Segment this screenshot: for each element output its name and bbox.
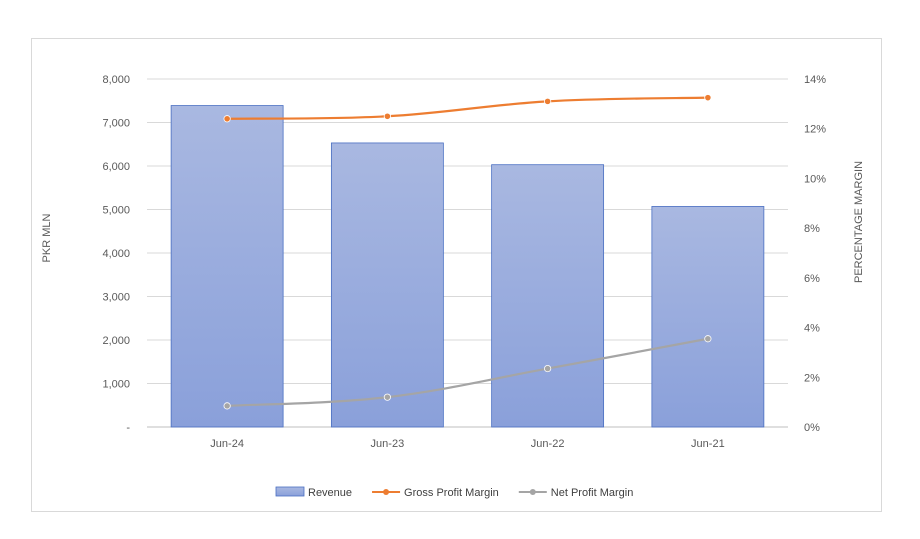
revenue-bar <box>330 142 444 428</box>
left-axis-title: PKR MLN <box>41 213 53 262</box>
revenue-bar <box>491 164 605 428</box>
right-tick-label: 0% <box>804 422 820 434</box>
legend-label: Revenue <box>308 487 352 499</box>
right-tick-label: 12% <box>804 124 826 136</box>
net-profit-margin-point <box>223 402 231 410</box>
legend-label: Net Profit Margin <box>551 487 634 499</box>
gross-profit-margin-point <box>223 115 231 123</box>
right-tick-label: 6% <box>804 273 820 285</box>
left-tick-label: - <box>126 422 130 434</box>
revenue-bars <box>170 105 765 428</box>
right-axis-title: PERCENTAGE MARGIN <box>853 161 865 283</box>
right-tick-label: 10% <box>804 173 826 185</box>
left-tick-label: 5,000 <box>102 205 130 217</box>
revenue-bar <box>651 206 765 428</box>
category-tick-label: Jun-21 <box>691 438 725 450</box>
left-tick-label: 3,000 <box>102 292 130 304</box>
net-profit-margin-point <box>383 393 391 401</box>
legend-item-net-profit-margin: Net Profit Margin <box>518 487 634 499</box>
gross-profit-margin-point <box>544 97 552 105</box>
legend-label: Gross Profit Margin <box>404 487 499 499</box>
net-profit-margin-point <box>704 335 712 343</box>
right-tick-label: 2% <box>804 372 820 384</box>
left-tick-label: 1,000 <box>102 379 130 391</box>
category-axis-ticks: Jun-24 Jun-23 Jun-22 Jun-21 <box>210 438 724 450</box>
net-profit-margin-line <box>227 337 709 407</box>
right-tick-label: 4% <box>804 323 820 335</box>
category-tick-label: Jun-24 <box>210 438 244 450</box>
left-axis-ticks: - 1,000 2,000 3,000 4,000 5,000 6,000 7,000 8,00… <box>102 74 130 434</box>
legend-swatch-marker <box>529 489 536 495</box>
left-tick-label: 8,000 <box>102 74 130 86</box>
category-tick-label: Jun-22 <box>531 438 565 450</box>
left-tick-label: 6,000 <box>102 161 130 173</box>
left-tick-label: 2,000 <box>102 335 130 347</box>
net-profit-margin-point <box>544 364 552 373</box>
legend-item-revenue: Revenue <box>275 486 352 499</box>
gross-profit-margin-line <box>227 96 708 120</box>
legend-swatch-marker <box>383 489 390 495</box>
legend-item-gross-profit-margin: Gross Profit Margin <box>372 487 499 499</box>
margin-lines <box>223 94 712 410</box>
legend-swatch-bar <box>275 486 305 497</box>
gross-profit-margin-point <box>704 94 712 102</box>
gross-profit-margin-point <box>383 112 391 120</box>
right-tick-label: 8% <box>804 223 820 235</box>
legend: Revenue Gross Profit Margin Net Profit Mar… <box>275 486 634 499</box>
left-tick-label: 4,000 <box>102 248 130 260</box>
revenue-bar <box>170 105 284 428</box>
category-tick-label: Jun-23 <box>371 438 405 450</box>
left-tick-label: 7,000 <box>102 118 130 130</box>
right-axis-ticks: 0% 2% 4% 6% 8% 10% 12% 14% <box>804 74 826 434</box>
right-tick-label: 14% <box>804 74 826 86</box>
